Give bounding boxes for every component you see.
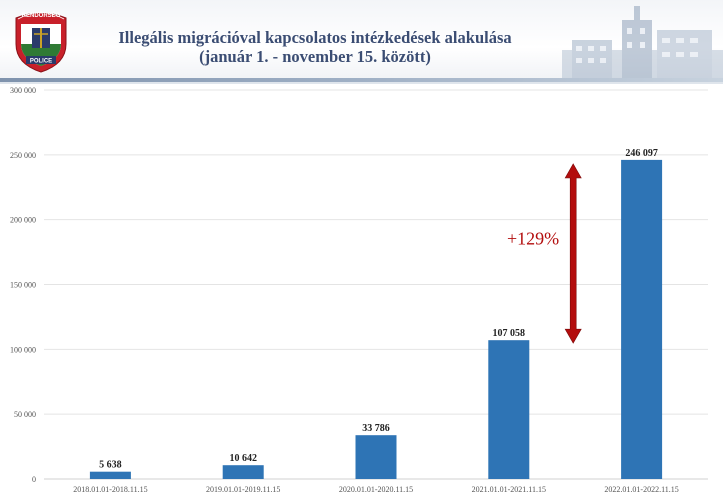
data-label: 10 642 [229,453,257,464]
bar [222,465,264,479]
y-tick-label: 50 000 [14,410,36,419]
bar [355,435,397,479]
chart-title: Illegális migrációval kapcsolatos intézk… [95,28,535,66]
data-label: 5 638 [99,460,122,471]
growth-arrow [564,163,582,344]
y-tick-label: 0 [32,475,36,484]
growth-annotation: +129% [507,229,559,249]
data-label: 107 058 [493,328,526,339]
y-tick-label: 150 000 [10,281,36,290]
bar [621,159,663,479]
data-label: 33 786 [362,423,390,434]
logo-top-text: RENDŐRSÉG [22,11,61,19]
x-tick-label: 2019.01.01-2019.11.15 [206,485,280,494]
header-divider [0,78,723,82]
logo-bottom-text: POLICE [30,59,52,65]
y-tick-label: 200 000 [10,216,36,225]
y-tick-label: 250 000 [10,151,36,160]
x-tick-label: 2020.01.01-2020.11.15 [339,485,413,494]
data-label: 246 097 [625,148,658,159]
chart-subtitle: (január 1. - november 15. között) [199,47,431,66]
x-tick-label: 2022.01.01-2022.11.15 [604,485,678,494]
police-logo: RENDŐRSÉG POLICE [15,11,67,73]
y-tick-label: 100 000 [10,345,36,354]
chart-title-line1: Illegális migrációval kapcsolatos intézk… [118,28,512,47]
header-divider-shadow [0,82,723,84]
building-illustration [562,6,723,78]
bar [89,471,131,479]
bar [488,340,530,479]
x-tick-label: 2018.01.01-2018.11.15 [73,485,147,494]
x-tick-label: 2021.01.01-2021.11.15 [472,485,546,494]
y-tick-label: 300 000 [10,86,36,95]
